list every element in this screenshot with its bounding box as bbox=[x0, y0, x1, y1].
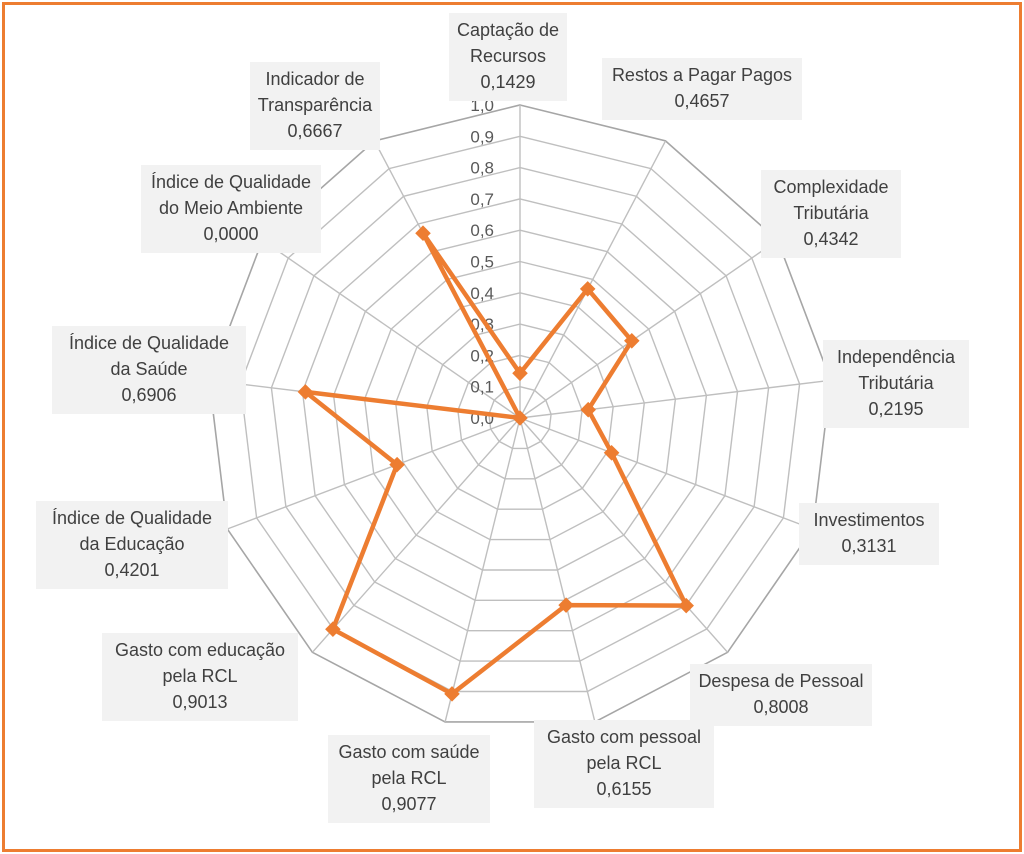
category-name: pela RCL bbox=[162, 666, 237, 686]
label-background bbox=[102, 633, 298, 721]
category-name: Restos a Pagar Pagos bbox=[612, 65, 792, 85]
category-name: Gasto com pessoal bbox=[547, 727, 701, 747]
category-label: Indicador de Transparência 0,6667 bbox=[250, 62, 380, 150]
category-name: pela RCL bbox=[371, 768, 446, 788]
category-name: Investimentos bbox=[813, 510, 924, 530]
tick-label: 0,1 bbox=[470, 378, 494, 397]
category-value: 0,8008 bbox=[753, 697, 808, 717]
category-value: 0,3131 bbox=[841, 536, 896, 556]
tick-label: 0,5 bbox=[470, 253, 494, 272]
category-name: Tributária bbox=[793, 203, 869, 223]
category-label: Despesa de Pessoal 0,8008 bbox=[690, 664, 872, 726]
category-value: 0,2195 bbox=[868, 399, 923, 419]
category-name: Transparência bbox=[258, 95, 373, 115]
grid-ring bbox=[332, 229, 708, 601]
category-label: Gasto com pessoal pela RCL 0,6155 bbox=[534, 720, 714, 808]
category-value: 0,4342 bbox=[803, 229, 858, 249]
grid-ring bbox=[239, 135, 801, 693]
category-value: 0,6155 bbox=[596, 779, 651, 799]
tick-label: 0,7 bbox=[470, 190, 494, 209]
category-name: da Saúde bbox=[110, 359, 187, 379]
axis-spoke bbox=[519, 417, 813, 530]
axis-spoke bbox=[519, 239, 778, 419]
category-label: Índice de Qualidade da Educação 0,4201 bbox=[36, 501, 228, 589]
data-series bbox=[297, 225, 694, 702]
category-name: Indicador de bbox=[265, 69, 364, 89]
axis-spoke bbox=[519, 379, 831, 419]
category-value: 0,9077 bbox=[381, 794, 436, 814]
axis-spoke bbox=[227, 417, 521, 530]
category-label: Investimentos 0,3131 bbox=[799, 503, 939, 565]
category-value: 0,9013 bbox=[172, 692, 227, 712]
category-name: Gasto com saúde bbox=[338, 742, 479, 762]
grid-ring bbox=[208, 104, 832, 723]
category-labels: Captação de Recursos 0,1429 Restos a Pagar … bbox=[36, 13, 969, 823]
series-line bbox=[303, 230, 689, 697]
axis-spoke bbox=[262, 239, 521, 419]
category-name: Índice de Qualidade bbox=[52, 508, 212, 528]
label-background bbox=[823, 340, 969, 428]
category-name: Gasto com educação bbox=[115, 640, 285, 660]
label-background bbox=[52, 326, 246, 414]
axis-spoke bbox=[519, 140, 667, 419]
category-value: 0,4201 bbox=[104, 560, 159, 580]
axis-spoke bbox=[519, 417, 596, 723]
data-point bbox=[415, 225, 431, 241]
category-label: Gasto com educação pela RCL 0,9013 bbox=[102, 633, 298, 721]
category-label: Captação de Recursos 0,1429 bbox=[449, 13, 567, 101]
grid-ring bbox=[363, 260, 677, 571]
grid-ring bbox=[394, 292, 646, 541]
category-value: 0,6906 bbox=[121, 385, 176, 405]
grid-ring bbox=[270, 166, 770, 662]
category-name: Índice de Qualidade bbox=[69, 333, 229, 353]
radial-axis-ticks: 0,00,10,20,30,40,50,60,70,80,91,0 bbox=[470, 96, 494, 428]
category-label: Independência Tributária 0,2195 bbox=[823, 340, 969, 428]
label-background bbox=[250, 62, 380, 150]
category-name: Índice de Qualidade bbox=[151, 172, 311, 192]
category-name: Recursos bbox=[470, 46, 546, 66]
label-background bbox=[799, 503, 939, 565]
label-background bbox=[761, 170, 901, 258]
axis-spoke bbox=[519, 417, 729, 653]
category-name: Captação de bbox=[457, 20, 559, 40]
axis-spoke bbox=[444, 417, 521, 723]
grid-ring bbox=[457, 354, 583, 480]
category-value: 0,0000 bbox=[203, 224, 258, 244]
category-label: Índice de Qualidade do Meio Ambiente 0,000… bbox=[141, 165, 321, 253]
category-name: Despesa de Pessoal bbox=[698, 671, 863, 691]
axis-spoke bbox=[311, 417, 521, 653]
grid-ring bbox=[488, 385, 552, 450]
category-name: Complexidade bbox=[773, 177, 888, 197]
label-background bbox=[328, 735, 490, 823]
tick-label: 0,6 bbox=[470, 221, 494, 240]
category-label: Restos a Pagar Pagos 0,4657 bbox=[602, 58, 802, 120]
category-value: 0,4657 bbox=[674, 91, 729, 111]
label-background bbox=[36, 501, 228, 589]
tick-label: 0,4 bbox=[470, 284, 494, 303]
label-background bbox=[534, 720, 714, 808]
grid-ring bbox=[426, 323, 614, 510]
category-name: da Educação bbox=[79, 534, 184, 554]
category-name: Independência bbox=[837, 347, 956, 367]
category-name: Tributária bbox=[858, 373, 934, 393]
category-name: pela RCL bbox=[586, 753, 661, 773]
tick-label: 0,9 bbox=[470, 127, 494, 146]
grid-ring bbox=[301, 198, 739, 632]
category-name: do Meio Ambiente bbox=[159, 198, 303, 218]
label-background bbox=[141, 165, 321, 253]
label-background bbox=[602, 58, 802, 120]
category-value: 0,6667 bbox=[287, 121, 342, 141]
data-point bbox=[558, 597, 574, 613]
category-label: Gasto com saúde pela RCL 0,9077 bbox=[328, 735, 490, 823]
tick-label: 0,8 bbox=[470, 159, 494, 178]
label-background bbox=[449, 13, 567, 101]
category-label: Índice de Qualidade da Saúde 0,6906 bbox=[52, 326, 246, 414]
data-point bbox=[678, 597, 694, 614]
category-label: Complexidade Tributária 0,4342 bbox=[761, 170, 901, 258]
label-background bbox=[690, 664, 872, 726]
category-value: 0,1429 bbox=[480, 72, 535, 92]
